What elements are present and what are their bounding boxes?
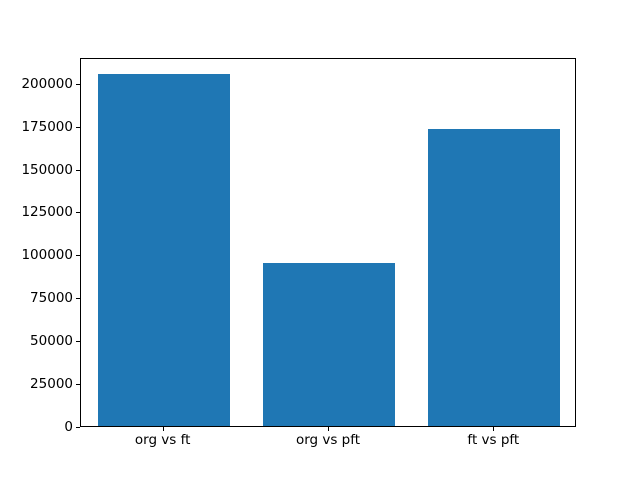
x-tick-label-org-vs-pft: org vs pft (295, 432, 361, 448)
y-tick-mark (76, 384, 80, 386)
y-tick-label: 125000 (21, 204, 73, 221)
x-tick-mark (162, 427, 164, 431)
y-tick-label: 150000 (21, 161, 73, 178)
y-tick-mark (76, 169, 80, 171)
x-tick-label-ft-vs-pft: ft vs pft (467, 432, 520, 448)
y-tick-mark (76, 298, 80, 300)
bar-org-vs-ft (97, 74, 230, 426)
y-tick-mark (76, 341, 80, 343)
y-tick-label: 200000 (21, 75, 73, 92)
x-tick-mark (493, 427, 495, 431)
bar-org-vs-pft (262, 262, 396, 426)
y-tick-label: 50000 (30, 333, 73, 350)
y-tick-label: 100000 (21, 247, 73, 264)
y-tick-label: 75000 (30, 290, 73, 307)
x-tick-mark (328, 427, 329, 431)
bar-ft-vs-pft (428, 129, 561, 426)
y-tick-label: 25000 (30, 376, 73, 393)
y-tick-mark (76, 83, 80, 85)
y-tick-mark (76, 126, 80, 128)
x-tick-label-org-vs-ft: org vs ft (134, 432, 191, 448)
y-tick-mark (76, 427, 80, 428)
y-tick-mark (76, 255, 80, 257)
plot-area (80, 58, 576, 427)
y-tick-mark (76, 212, 80, 214)
y-tick-label: 0 (64, 419, 73, 435)
y-tick-label: 175000 (21, 118, 73, 135)
